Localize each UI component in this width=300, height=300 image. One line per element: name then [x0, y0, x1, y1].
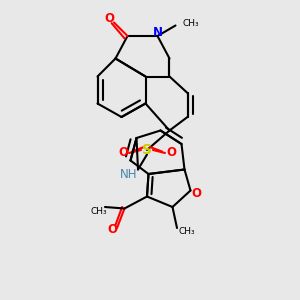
Text: O: O [104, 11, 115, 25]
Text: CH₃: CH₃ [91, 207, 107, 216]
Text: CH₃: CH₃ [182, 19, 199, 28]
Text: CH₃: CH₃ [178, 227, 195, 236]
Text: N: N [152, 26, 163, 39]
Text: S: S [142, 143, 152, 157]
Text: NH: NH [120, 167, 138, 181]
Text: O: O [107, 223, 118, 236]
Text: O: O [191, 187, 202, 200]
Text: O: O [118, 146, 128, 160]
Text: O: O [166, 146, 176, 160]
